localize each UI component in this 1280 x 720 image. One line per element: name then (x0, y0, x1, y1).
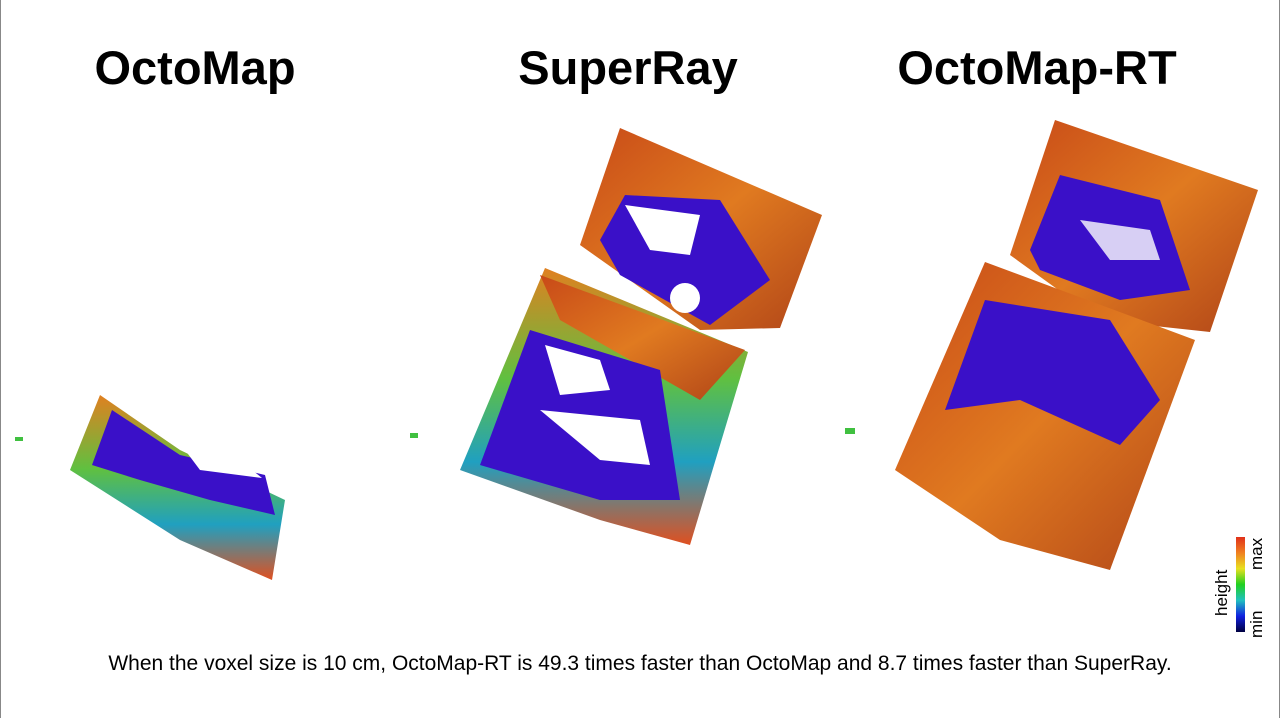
height-colorbar (1236, 537, 1245, 632)
title-superray: SuperRay (518, 41, 738, 94)
superray-point-cloud (410, 128, 822, 545)
octomap-rt-point-cloud (845, 120, 1258, 570)
title-octomap-rt: OctoMap-RT (897, 41, 1177, 94)
caption: When the voxel size is 10 cm, OctoMap-RT… (108, 652, 1172, 675)
title-octomap: OctoMap (94, 41, 296, 94)
colorbar-min-label: min (1247, 610, 1266, 638)
octomap-point-cloud (15, 395, 285, 580)
colorbar-max-label: max (1247, 537, 1266, 570)
colorbar-label: height (1212, 569, 1231, 616)
